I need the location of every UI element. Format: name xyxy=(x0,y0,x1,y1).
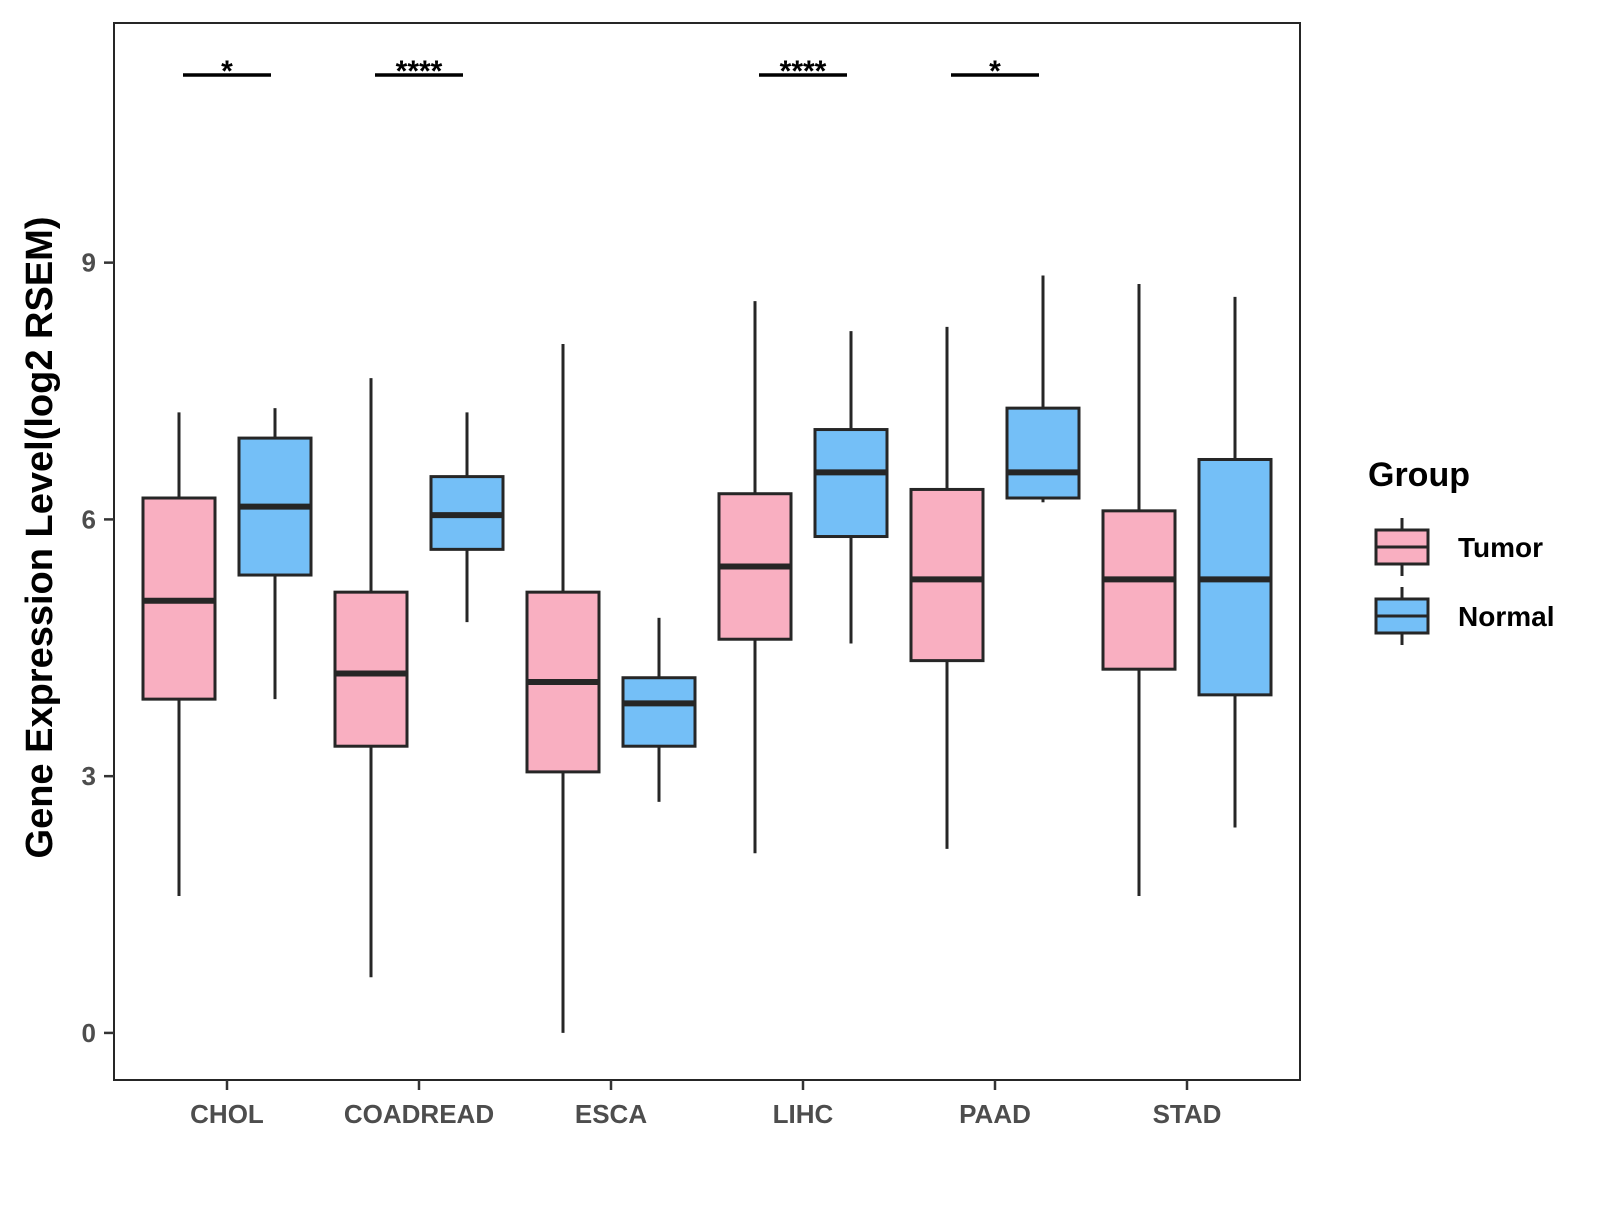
y-axis-title: Gene Expression Level(log2 RSEM) xyxy=(19,217,61,859)
significance-label-lihc: **** xyxy=(780,55,827,88)
x-tick-label: COADREAD xyxy=(344,1099,494,1129)
x-tick-label: STAD xyxy=(1153,1099,1222,1129)
y-tick-label: 9 xyxy=(82,248,96,278)
legend-label-normal: Normal xyxy=(1458,601,1554,632)
box-tumor-stad xyxy=(1101,509,1177,671)
x-tick-label: LIHC xyxy=(773,1099,834,1129)
box-normal-esca xyxy=(621,676,697,748)
x-tick-label: PAAD xyxy=(959,1099,1031,1129)
significance-label-paad: * xyxy=(989,55,1001,88)
box-normal-paad xyxy=(1005,406,1081,500)
legend-label-tumor: Tumor xyxy=(1458,532,1543,563)
significance-label-chol: * xyxy=(221,55,233,88)
x-tick-label: CHOL xyxy=(190,1099,264,1129)
box-tumor-coadread xyxy=(333,590,409,748)
x-tick-label: ESCA xyxy=(575,1099,647,1129)
y-tick-label: 6 xyxy=(82,504,96,534)
box-normal-lihc xyxy=(813,428,889,539)
box-tumor-paad xyxy=(909,487,985,663)
y-tick-label: 0 xyxy=(82,1018,96,1048)
y-tick-label: 3 xyxy=(82,761,96,791)
significance-label-coadread: **** xyxy=(396,55,443,88)
legend-title: Group xyxy=(1368,456,1470,494)
